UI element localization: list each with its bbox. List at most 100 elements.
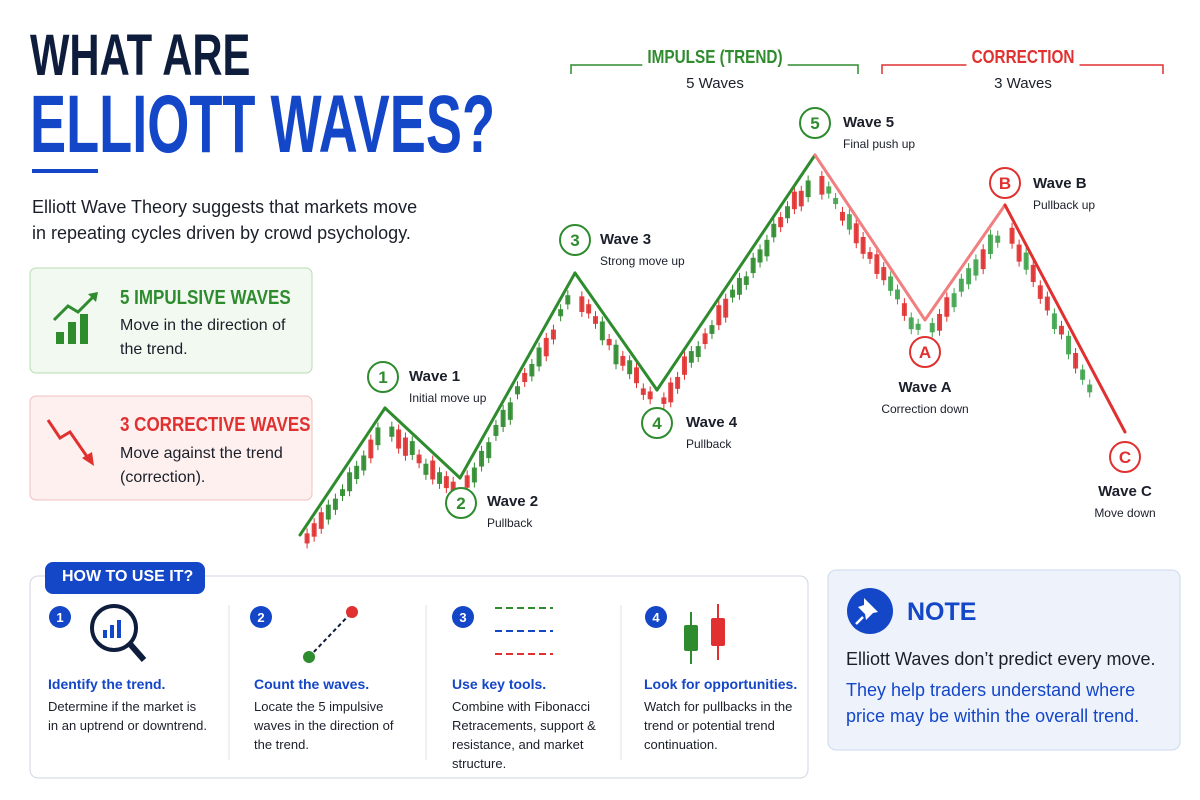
candle-body [1066, 335, 1072, 355]
candle-body [409, 441, 415, 455]
wave-line [923, 203, 1007, 322]
wave-marker-label: B [999, 174, 1011, 193]
step-text: Watch for pullbacks in the trend or pote… [644, 699, 793, 752]
candle-body [966, 268, 972, 285]
candle-body [798, 190, 804, 207]
wave-desc: Strong move up [600, 254, 685, 268]
step-text: Combine with Fibonacci Retracements, sup… [452, 699, 596, 771]
howto-pill [45, 562, 205, 594]
step-number: 2 [257, 610, 264, 625]
candle-body [361, 455, 367, 471]
wave-marker [1109, 441, 1141, 473]
candle-body [325, 504, 331, 520]
step-circles [49, 606, 667, 628]
candle-body [944, 297, 950, 317]
candle-body [416, 454, 422, 464]
wave-desc: Correction down [881, 402, 969, 416]
candle-body [536, 347, 542, 367]
wave-desc: Pullback [686, 437, 732, 451]
candle-body [627, 360, 633, 375]
step-title: Count the waves. [254, 676, 370, 692]
step-title: Look for opportunities. [644, 676, 798, 692]
candle-body [1023, 252, 1029, 270]
candle-body [1030, 264, 1036, 283]
howto-box [29, 575, 809, 779]
phase-subtitle: 5 Waves [686, 75, 744, 92]
wave-line [458, 271, 577, 480]
tools-icon [495, 607, 553, 655]
candle-body [778, 217, 784, 228]
note-text: Elliott Waves don’t predict every move. [846, 649, 1156, 669]
magnifier-icon [90, 604, 147, 662]
candle-body [771, 223, 777, 238]
wave-desc: Final push up [843, 137, 916, 151]
candle-body [867, 252, 873, 259]
wave-marker [367, 361, 399, 393]
candle-body [1080, 369, 1086, 380]
candle-body [1051, 313, 1057, 330]
candle-body [785, 206, 791, 219]
candle-body [1037, 285, 1043, 299]
candle-body [443, 476, 449, 489]
up-icon [52, 292, 98, 344]
candle-body [593, 316, 598, 324]
corrective-card [29, 395, 313, 501]
candle-body [558, 309, 564, 317]
candle-body [736, 277, 742, 295]
candle-body [647, 391, 653, 400]
candle-body [1009, 227, 1015, 244]
candle-body [750, 257, 756, 274]
candle-body [565, 295, 571, 305]
note-highlight: They help traders understand where price… [846, 680, 1140, 726]
candle-body [723, 298, 729, 318]
candle-body [1044, 296, 1050, 311]
candle-body [709, 325, 715, 334]
candle-body [860, 236, 866, 254]
candle-body [675, 376, 681, 389]
step-number: 1 [56, 610, 63, 625]
candle-body [550, 329, 556, 340]
candle-body [888, 276, 894, 291]
candle-body [764, 239, 770, 257]
candle-body [304, 533, 310, 544]
step-number: 4 [652, 610, 660, 625]
candle-body [634, 367, 639, 384]
candle-body [1073, 352, 1079, 369]
wave-lines [298, 153, 1127, 537]
candle-body [881, 267, 887, 281]
wave-label: Wave 1 [409, 368, 461, 385]
candle-body [661, 397, 667, 404]
wave-line [573, 271, 659, 392]
card-text: Move in the direction of the trend. [120, 317, 286, 358]
title-line-1: WHAT ARE [30, 23, 251, 88]
candle-body [730, 289, 736, 298]
candle-body [606, 338, 612, 346]
wave-marker [641, 407, 673, 439]
wave-marker-label: C [1119, 448, 1131, 467]
wave-line [383, 406, 462, 480]
candle-body [819, 176, 825, 195]
down-icon [46, 419, 94, 466]
candle-body [430, 460, 436, 480]
step-title: Identify the trend. [48, 676, 166, 692]
candle-body [471, 467, 477, 483]
wave-marker-label: 5 [810, 114, 819, 133]
wave-line [813, 153, 927, 322]
wave-marker-label: 3 [570, 231, 579, 250]
candle-body [987, 234, 993, 254]
candle-body [846, 214, 852, 230]
wave-marker [445, 487, 477, 519]
candle-body [318, 512, 324, 529]
candle-body [716, 305, 722, 326]
step-number: 3 [459, 610, 466, 625]
candle-body [805, 180, 811, 198]
wave-markers: 1 2 3 4 5 A B C [367, 107, 1141, 519]
candle-body [450, 481, 456, 497]
candle-body [486, 442, 492, 459]
candle-body [507, 402, 513, 420]
candle-body [833, 197, 839, 205]
candle-body [1087, 384, 1093, 393]
wave-line [298, 406, 387, 537]
candle-body [757, 249, 763, 263]
